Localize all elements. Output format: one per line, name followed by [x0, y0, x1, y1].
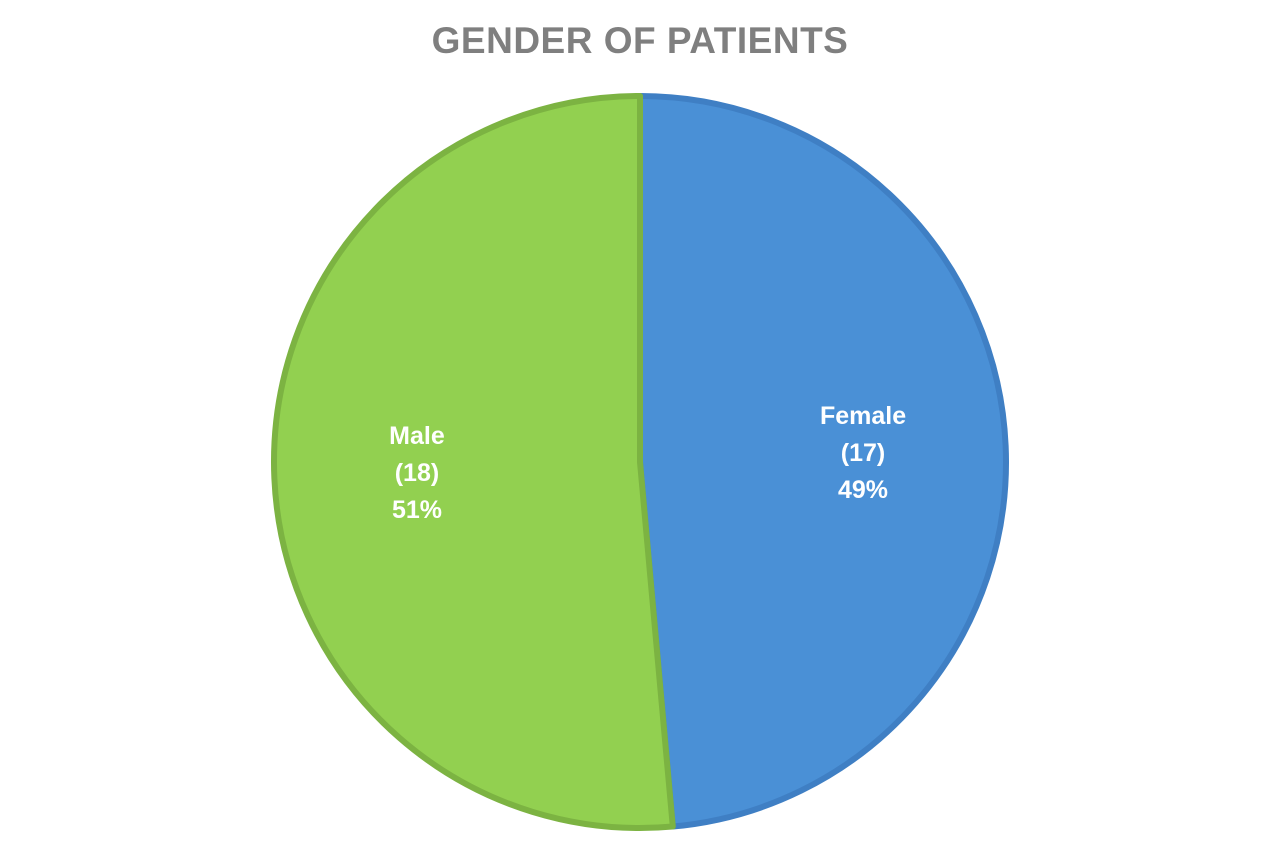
slice-label-count-male: (18) [395, 459, 439, 487]
slice-label-count-female: (17) [841, 439, 885, 467]
slice-label-percent-female: 49% [838, 476, 888, 504]
slice-label-name-female: Female [820, 402, 906, 430]
chart-title: GENDER OF PATIENTS [431, 20, 849, 61]
pie-slice-female [637, 93, 1009, 830]
slice-label-percent-male: 51% [392, 496, 442, 524]
pie-slices [271, 93, 1009, 831]
pie-slice-male [271, 93, 676, 831]
pie-labels: Female (17) 49% Male (18) 51% [389, 402, 906, 524]
slice-label-name-male: Male [389, 422, 445, 450]
